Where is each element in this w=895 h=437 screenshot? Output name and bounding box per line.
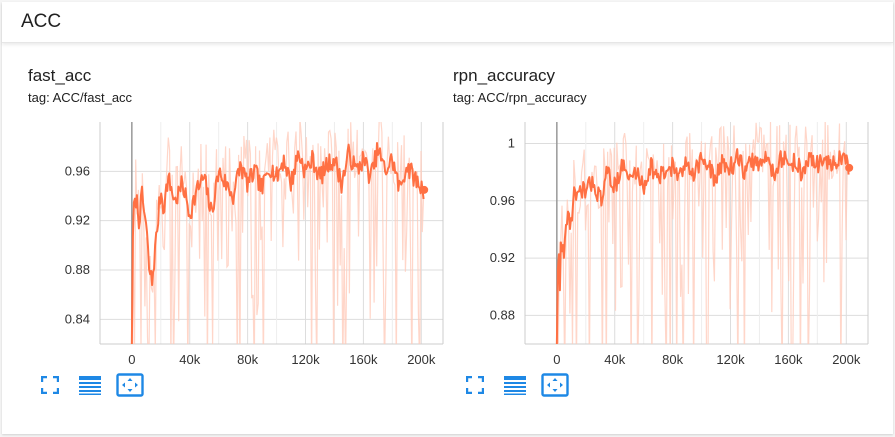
y-tick-label: 0.88 [65, 262, 90, 277]
chart-svg[interactable]: 0.84 0.88 0.92 0.96 0 40k 80k 120k 160k 200k [28, 110, 448, 378]
x-tick-label: 0 [128, 352, 135, 367]
plot-area [555, 122, 850, 344]
panel-tag: tag: ACC/rpn_accuracy [453, 90, 587, 105]
section-title: ACC [21, 11, 62, 32]
fullscreen-icon [41, 376, 59, 394]
raw-series-line [557, 122, 850, 344]
y-tick-label: 0.96 [490, 193, 515, 208]
x-tick-label: 120k [716, 352, 745, 367]
x-tick-label: 40k [179, 352, 200, 367]
y-tick-label: 0.92 [65, 213, 90, 228]
x-tick-label: 160k [774, 352, 803, 367]
chart-panel-fast-acc: fast_acc tag: ACC/fast_acc 0.84 0.88 0.92 0… [28, 66, 448, 406]
y-tick-label: 0.96 [65, 163, 90, 178]
chart-fast-acc[interactable]: 0.84 0.88 0.92 0.96 0 40k 80k 120k 160k 200k [28, 110, 448, 378]
data-table-button[interactable] [78, 373, 102, 397]
plot-area [130, 122, 425, 344]
fullscreen-button[interactable] [463, 373, 487, 397]
chart-svg[interactable]: 0.88 0.92 0.96 1 0 40k 80k 120k 160k 200k [453, 110, 873, 378]
chart-rpn-accuracy[interactable]: 0.88 0.92 0.96 1 0 40k 80k 120k 160k 200k [453, 110, 873, 378]
x-tick-label: 80k [662, 352, 683, 367]
data-table-icon [504, 376, 526, 395]
panel-title: fast_acc [28, 66, 92, 85]
panel-title: rpn_accuracy [453, 66, 556, 85]
panel-tag: tag: ACC/fast_acc [28, 90, 133, 105]
fit-domain-icon [116, 373, 144, 397]
y-tick-label: 0.92 [490, 250, 515, 265]
data-table-button[interactable] [503, 373, 527, 397]
smoothed-series-line [555, 148, 850, 344]
series-end-point[interactable] [845, 163, 854, 172]
x-tick-label: 200k [832, 352, 861, 367]
y-tick-label: 0.88 [490, 307, 515, 322]
x-tick-label: 80k [237, 352, 258, 367]
series-end-point[interactable] [420, 185, 429, 194]
x-tick-label: 0 [553, 352, 560, 367]
chart-panel-rpn-accuracy: rpn_accuracy tag: ACC/rpn_accuracy 0.88 0… [453, 66, 873, 406]
y-tick-label: 1 [508, 135, 515, 150]
data-table-icon [79, 376, 101, 395]
x-tick-label: 40k [604, 352, 625, 367]
fullscreen-icon [466, 376, 484, 394]
smoothed-series-line [130, 142, 425, 344]
x-tick-label: 200k [407, 352, 436, 367]
x-tick-label: 160k [349, 352, 378, 367]
fullscreen-button[interactable] [38, 373, 62, 397]
card-header[interactable]: ACC [2, 2, 893, 43]
fit-domain-button[interactable] [541, 373, 569, 397]
fit-domain-button[interactable] [116, 373, 144, 397]
fit-domain-icon [541, 373, 569, 397]
x-tick-label: 120k [291, 352, 320, 367]
raw-series-line [131, 122, 425, 344]
y-tick-label: 0.84 [65, 311, 90, 326]
